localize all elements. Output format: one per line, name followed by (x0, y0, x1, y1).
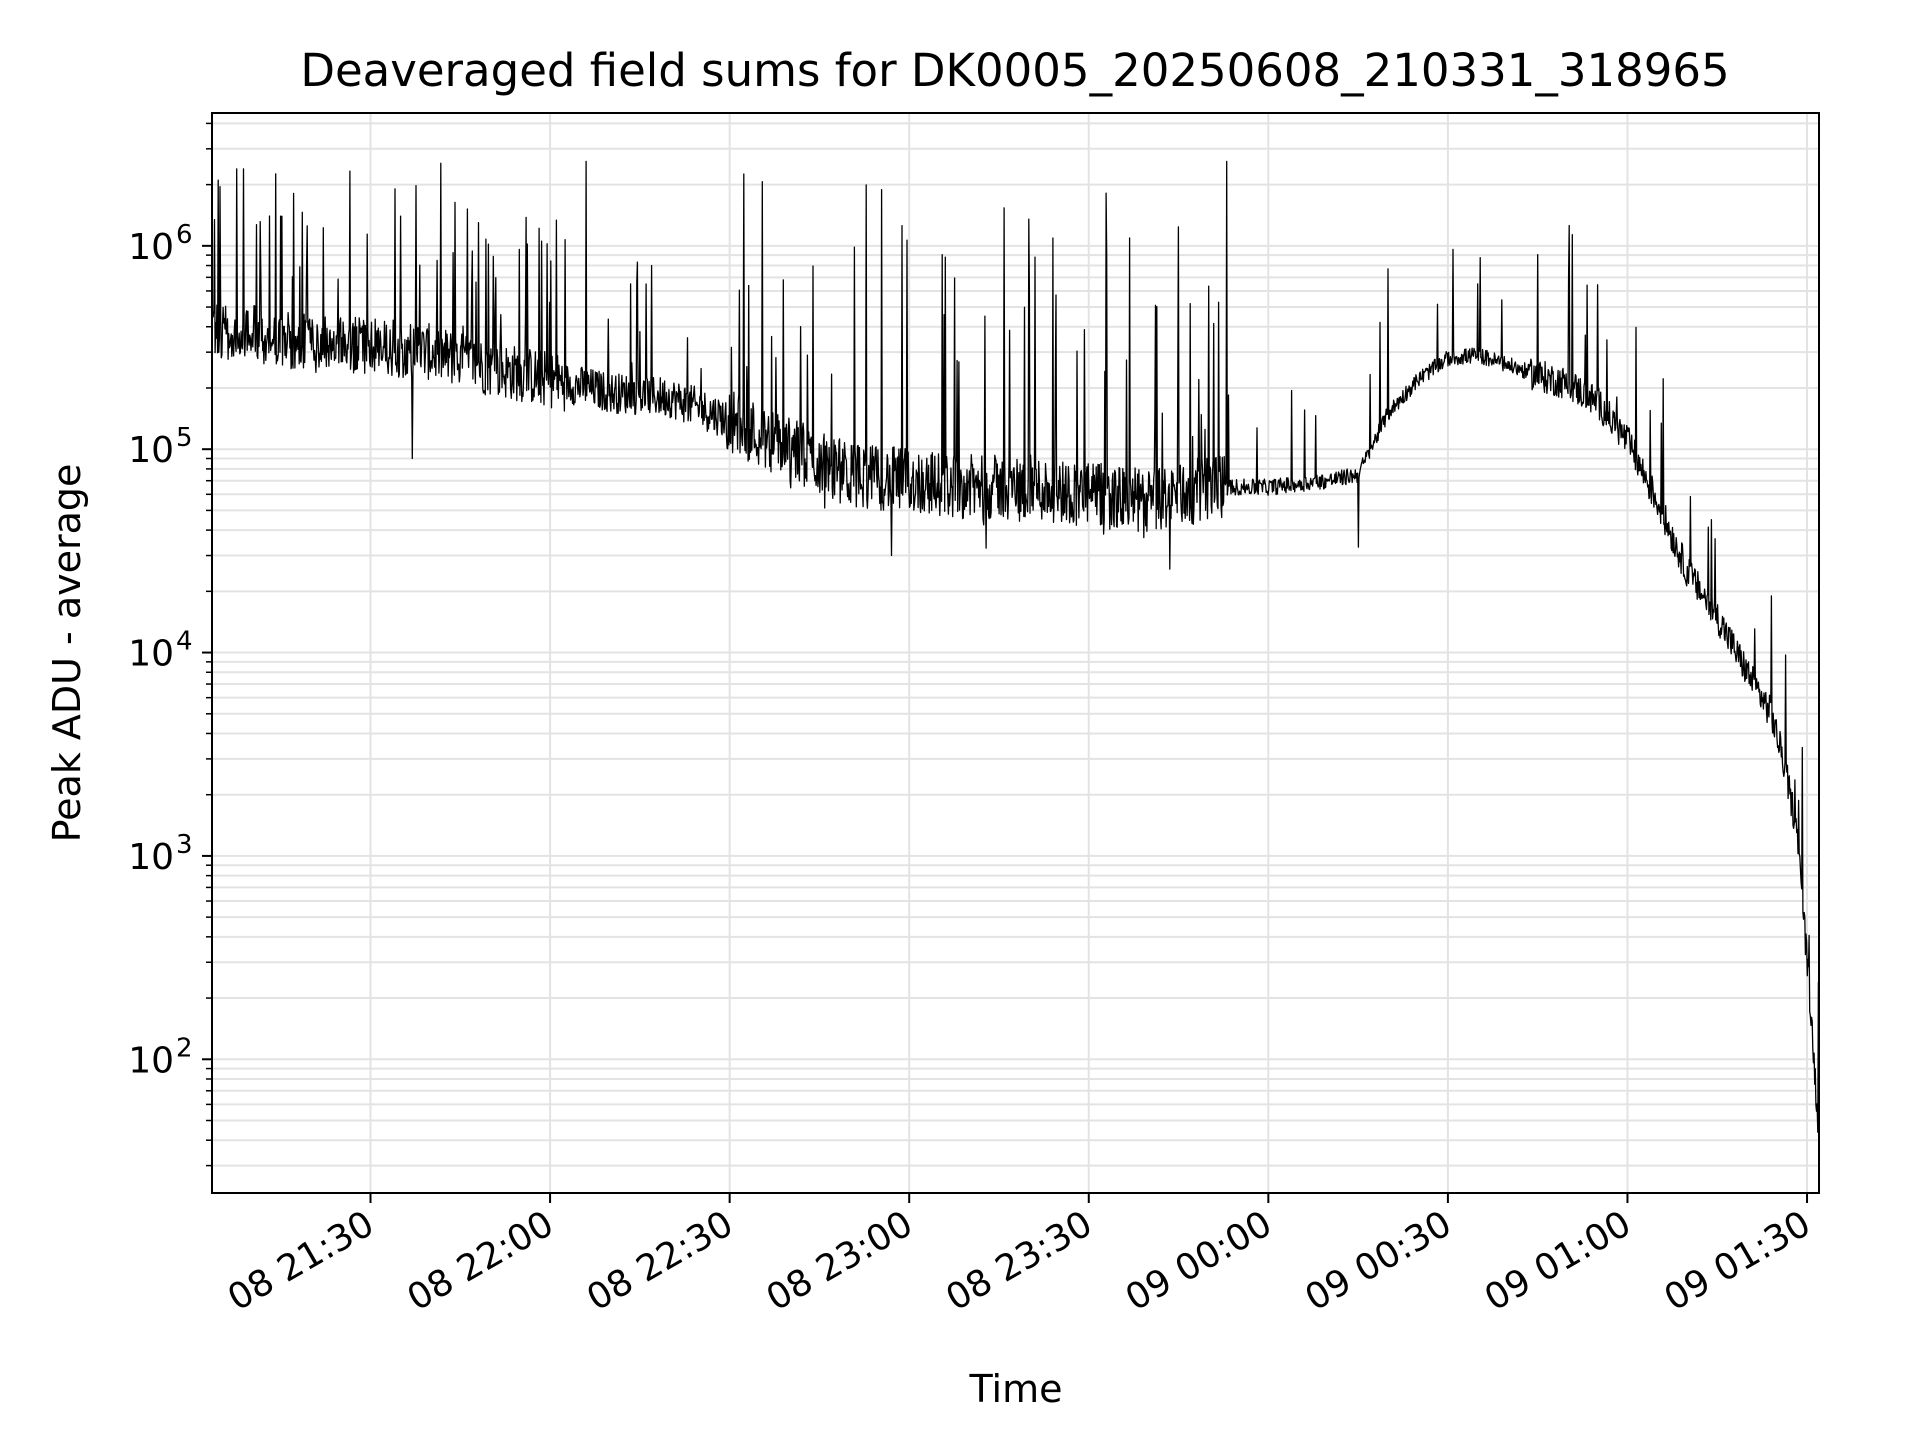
y-tick-label: 10 (128, 837, 174, 878)
y-axis-label: Peak ADU - average (45, 464, 89, 843)
y-tick-exponent: 4 (176, 627, 193, 657)
y-tick-exponent: 5 (176, 423, 193, 453)
y-tick-label: 10 (128, 227, 174, 268)
y-tick-label: 10 (128, 430, 174, 471)
y-tick-label: 10 (128, 1040, 174, 1081)
y-tick-label: 10 (128, 634, 174, 675)
plot-area (211, 160, 1820, 1133)
y-tick-exponent: 6 (176, 220, 193, 250)
y-tick-exponent: 2 (176, 1033, 193, 1063)
chart-title: Deaveraged field sums for DK0005_2025060… (300, 44, 1729, 97)
y-tick-exponent: 3 (176, 830, 193, 860)
series-line (211, 160, 1820, 1133)
x-axis-label: Time (969, 1367, 1063, 1411)
grid (212, 113, 1819, 1193)
